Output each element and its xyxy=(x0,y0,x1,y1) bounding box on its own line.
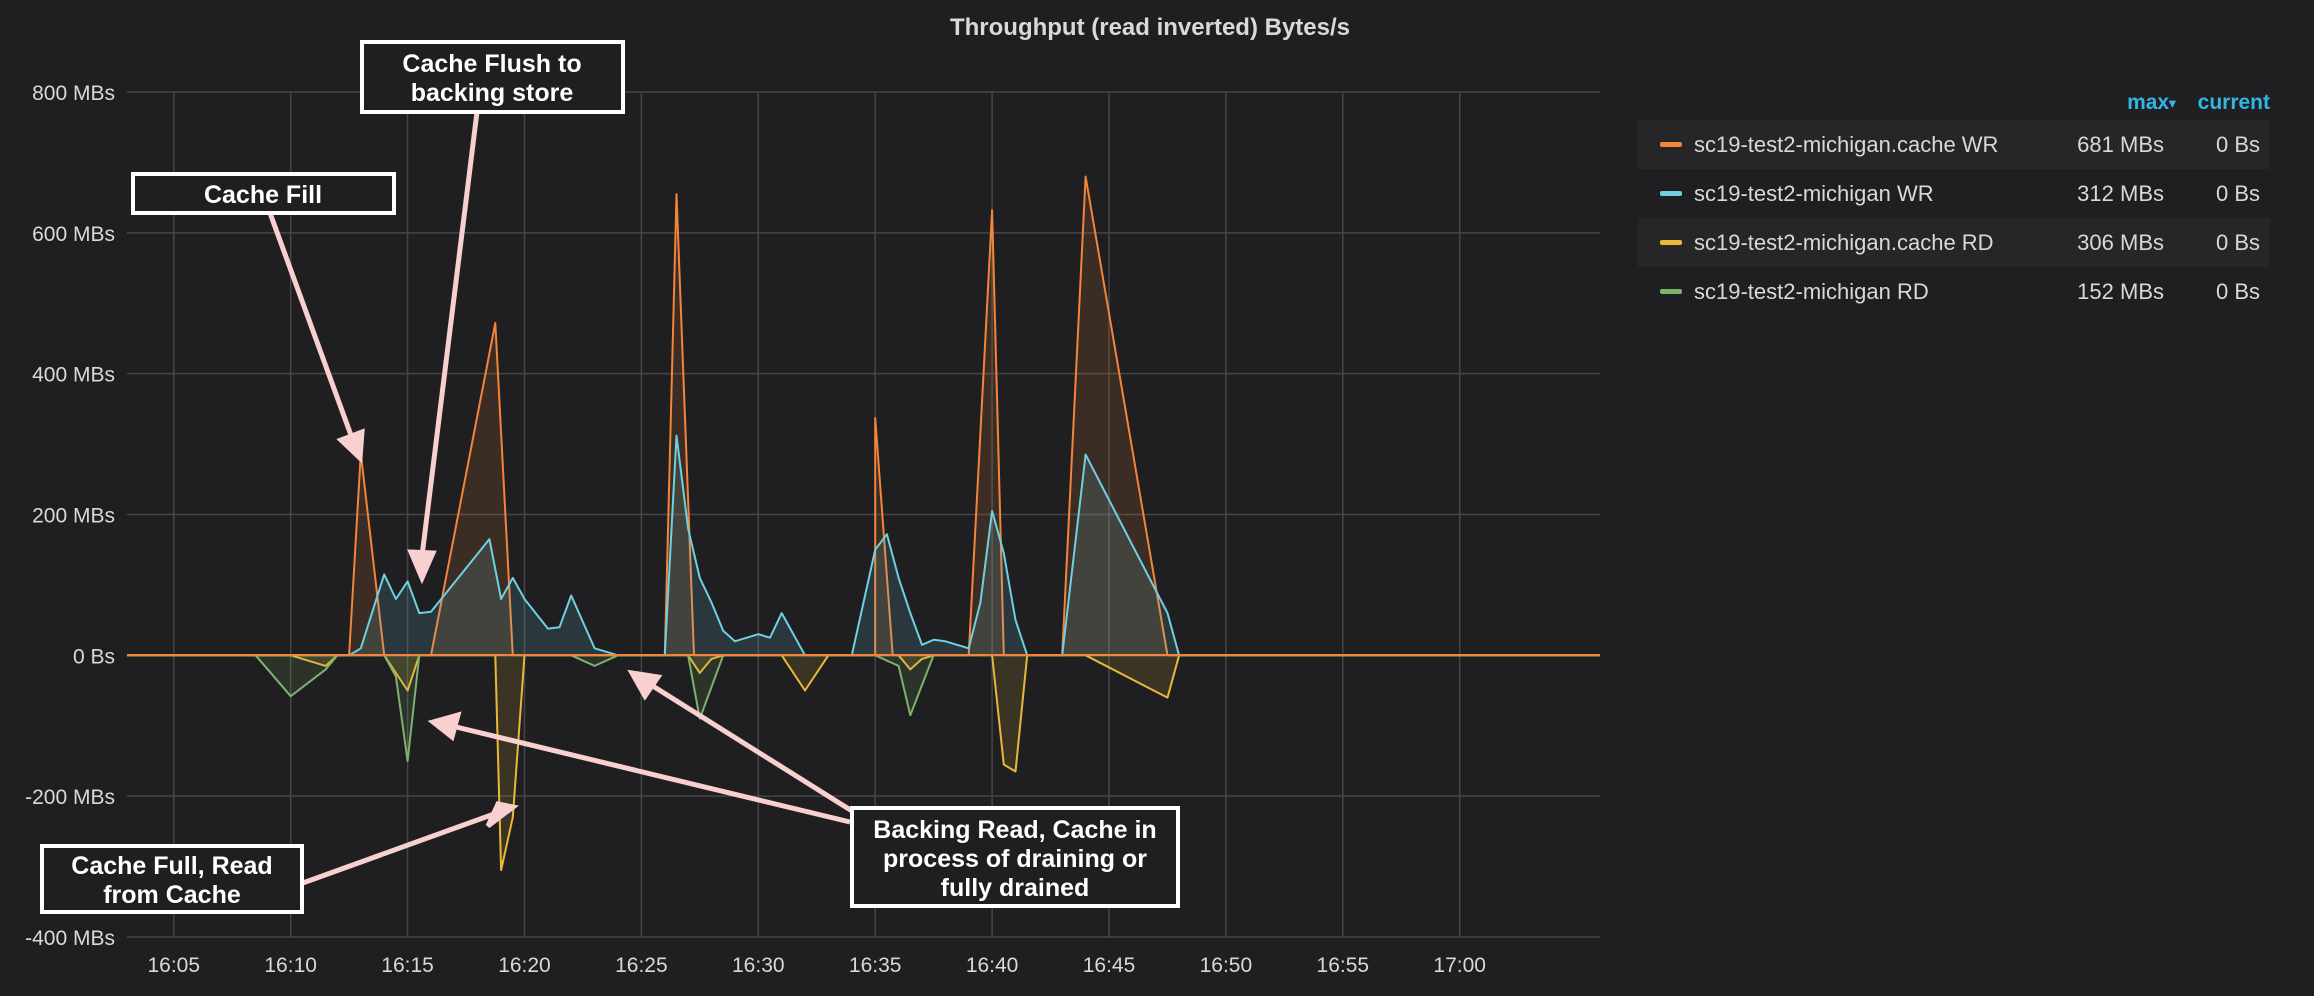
x-tick-label: 16:25 xyxy=(615,954,668,977)
arrow-cache-full xyxy=(299,811,495,887)
y-tick-label: 600 MBs xyxy=(32,223,115,246)
arrow-cache-fill xyxy=(267,212,355,439)
callout-cache-flush-line2: backing store xyxy=(411,79,574,107)
x-tick-label: 17:00 xyxy=(1433,954,1486,977)
y-tick-label: 0 Bs xyxy=(73,645,115,668)
y-tick-label: 800 MBs xyxy=(32,82,115,105)
x-tick-label: 16:50 xyxy=(1200,954,1253,977)
arrow-cache-flush-head xyxy=(407,549,437,585)
legend-item-name[interactable]: sc19-test2-michigan.cache RD xyxy=(1694,229,1994,255)
x-tick-label: 16:20 xyxy=(498,954,551,977)
arrow-backing-read-1-head xyxy=(427,711,462,742)
arrow-cache-full-head xyxy=(485,801,519,828)
y-tick-label: -200 MBs xyxy=(25,786,115,809)
callout-cache-full-line2: from Cache xyxy=(103,881,241,909)
x-tick-label: 16:05 xyxy=(147,954,200,977)
legend-current-sort[interactable]: current xyxy=(2197,91,2270,114)
throughput-chart: 800 MBs 600 MBs 400 MBs 200 MBs 0 Bs -200 MBs… xyxy=(25,40,1600,977)
callout-cache-flush: Cache Flush to backing store xyxy=(360,40,625,114)
legend-item-max: 312 MBs xyxy=(2077,180,2164,206)
arrow-backing-read-2 xyxy=(646,680,862,819)
callout-backing-read: Backing Read, Cache in process of draini… xyxy=(850,806,1180,908)
series-color-swatch[interactable] xyxy=(1660,240,1682,245)
legend-item-name[interactable]: sc19-test2-michigan RD xyxy=(1694,278,1929,304)
x-tick-label: 16:40 xyxy=(966,954,1019,977)
legend-item[interactable]: sc19-test2-michigan RD 152 MBs 0 Bs xyxy=(1638,267,2270,316)
legend-item-name[interactable]: sc19-test2-michigan.cache WR xyxy=(1694,131,1999,157)
callout-cache-full-line1: Cache Full, Read xyxy=(71,852,272,880)
legend-max-label: max xyxy=(2127,91,2170,114)
series-line-3[interactable] xyxy=(127,654,1600,762)
arrow-backing-read-1 xyxy=(451,723,851,825)
arrow-backing-read-2-head xyxy=(627,669,663,701)
series-line-1[interactable] xyxy=(127,434,1600,657)
callout-backing-read-line1: Backing Read, Cache in xyxy=(873,816,1156,844)
series-line-0[interactable] xyxy=(127,175,1600,657)
callout-cache-fill-line1: Cache Fill xyxy=(204,181,322,209)
legend-item-current: 0 Bs xyxy=(2215,131,2260,157)
annotation-layer: Cache Flush to backing store Cache Fill … xyxy=(40,40,1180,914)
legend-item-current: 0 Bs xyxy=(2215,229,2260,255)
series-area-3 xyxy=(127,655,1600,761)
arrow-cache-flush xyxy=(419,111,480,557)
series-area-1 xyxy=(127,435,1600,656)
panel-title[interactable]: Throughput (read inverted) Bytes/s xyxy=(949,14,1351,41)
legend-header: max▾ current xyxy=(1638,86,2270,120)
x-axis: 16:05 16:10 16:15 16:20 16:25 16:30 16:35 16:40… xyxy=(147,954,1486,977)
legend-item[interactable]: sc19-test2-michigan.cache WR 681 MBs 0 Bs xyxy=(1638,120,2270,169)
x-tick-label: 16:15 xyxy=(381,954,434,977)
callout-backing-read-line2: process of draining or xyxy=(883,845,1147,873)
legend-item[interactable]: sc19-test2-michigan WR 312 MBs 0 Bs xyxy=(1638,169,2270,218)
legend-item-max: 306 MBs xyxy=(2077,229,2164,255)
legend-max-sort[interactable]: max▾ xyxy=(2127,91,2176,115)
legend-item-max: 152 MBs xyxy=(2077,278,2164,304)
callout-cache-full: Cache Full, Read from Cache xyxy=(40,844,304,914)
series-color-swatch[interactable] xyxy=(1660,142,1682,147)
series-color-swatch[interactable] xyxy=(1660,191,1682,196)
y-axis: 800 MBs 600 MBs 400 MBs 200 MBs 0 Bs -200 MBs… xyxy=(25,82,115,950)
legend-item[interactable]: sc19-test2-michigan.cache RD 306 MBs 0 Bs xyxy=(1638,218,2270,267)
legend-item-name[interactable]: sc19-test2-michigan WR xyxy=(1694,180,1934,206)
y-tick-label: 400 MBs xyxy=(32,364,115,387)
x-tick-label: 16:30 xyxy=(732,954,785,977)
legend-item-current: 0 Bs xyxy=(2215,180,2260,206)
x-tick-label: 16:45 xyxy=(1083,954,1136,977)
series-area-0 xyxy=(127,176,1600,656)
x-tick-label: 16:35 xyxy=(849,954,902,977)
legend-item-current: 0 Bs xyxy=(2215,278,2260,304)
callout-cache-fill: Cache Fill xyxy=(131,172,396,215)
series-layer xyxy=(127,175,1600,872)
legend-item-max: 681 MBs xyxy=(2077,131,2164,157)
callout-cache-flush-line1: Cache Flush to xyxy=(402,50,581,78)
x-tick-label: 16:55 xyxy=(1317,954,1370,977)
caret-down-icon: ▾ xyxy=(2169,95,2176,111)
x-tick-label: 16:10 xyxy=(264,954,317,977)
arrow-cache-fill-head xyxy=(336,428,365,464)
y-tick-label: 200 MBs xyxy=(32,505,115,528)
series-color-swatch[interactable] xyxy=(1660,289,1682,294)
callout-backing-read-line3: fully drained xyxy=(941,874,1090,902)
y-tick-label: -400 MBs xyxy=(25,927,115,950)
legend: max▾ current sc19-test2-michigan.cache W… xyxy=(1638,86,2270,316)
